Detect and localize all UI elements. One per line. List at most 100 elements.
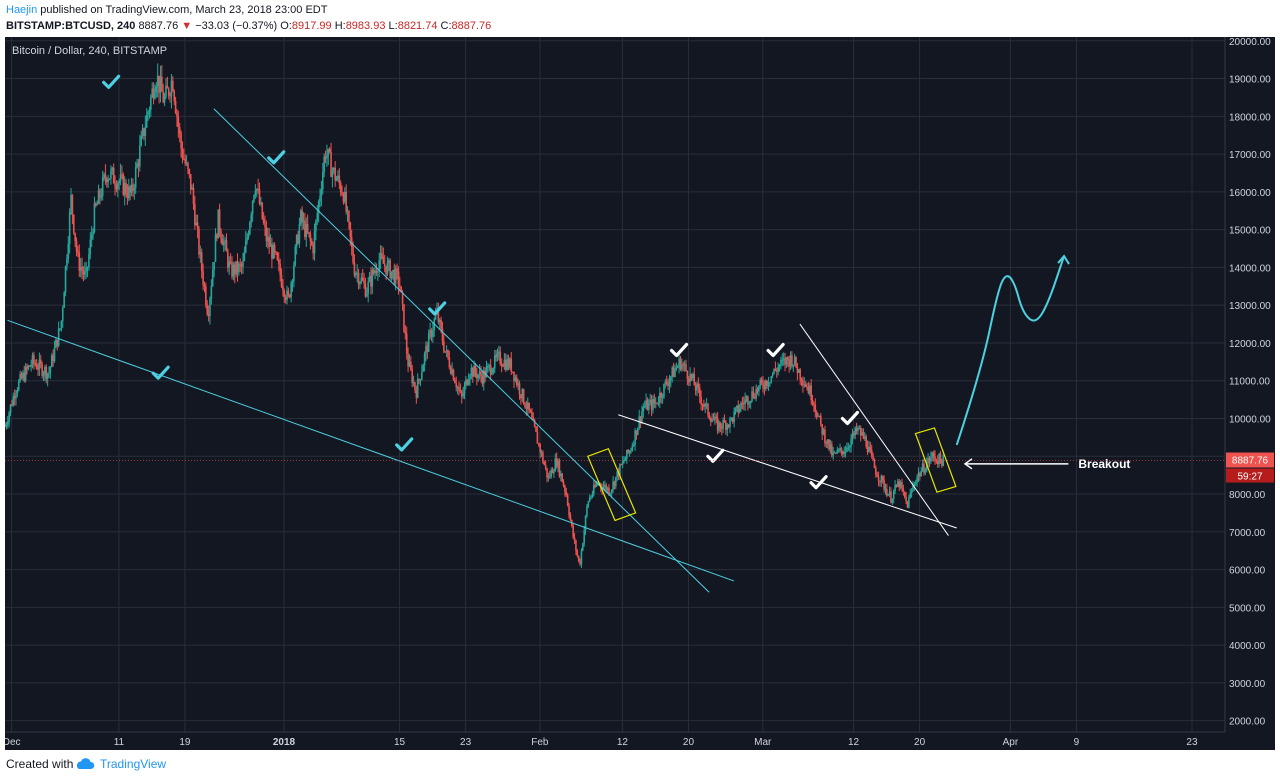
candle-body <box>85 267 87 271</box>
candle-body <box>692 374 694 379</box>
candle-body <box>800 379 803 382</box>
candle-body <box>361 277 364 281</box>
candle-body <box>558 460 561 477</box>
candle-body <box>752 391 755 398</box>
candle-body <box>687 378 690 382</box>
candle-body <box>70 194 72 212</box>
candle-body <box>663 383 665 397</box>
candle-body <box>689 373 691 382</box>
candle-body <box>795 356 797 367</box>
candle-body <box>345 191 347 212</box>
candle-body <box>159 76 162 93</box>
candle-body <box>883 479 885 490</box>
candle-body <box>174 100 177 113</box>
low-label: L: <box>388 20 398 32</box>
candle-body <box>639 416 642 422</box>
price-chart[interactable]: Breakout 2000.00 3000.00 4000.00 5000.00 600… <box>3 37 1275 750</box>
candle-body <box>650 399 653 410</box>
candle-body <box>809 385 811 394</box>
candle-body <box>923 463 925 473</box>
publish-line: Haejin published on TradingView.com, Mar… <box>6 2 1276 18</box>
candle-body <box>833 452 836 454</box>
candle-body <box>293 265 295 281</box>
candle-body <box>38 359 41 370</box>
price-tick-label: 13000.00 <box>1229 301 1271 312</box>
candle-body <box>631 445 634 451</box>
candle-body <box>206 304 209 315</box>
candle-body <box>480 371 482 377</box>
candle-body <box>214 234 217 262</box>
candle-body <box>824 429 826 443</box>
candle-body <box>423 353 426 366</box>
candle-body <box>96 203 98 206</box>
candle-body <box>634 430 636 445</box>
candle-body <box>290 282 292 297</box>
candle-body <box>928 458 931 462</box>
chart-area[interactable]: Breakout 2000.00 3000.00 4000.00 5000.00 600… <box>3 37 1275 750</box>
candle-body <box>565 491 568 495</box>
candle-body <box>88 254 90 268</box>
candle-body <box>566 494 569 506</box>
candle-body <box>48 372 50 374</box>
candle-body <box>246 237 248 241</box>
tradingview-link[interactable]: TradingView <box>100 757 167 771</box>
price-tick-label: 17000.00 <box>1229 150 1271 161</box>
candle-body <box>301 210 303 223</box>
candle-body <box>20 374 23 379</box>
candle-body <box>82 270 85 275</box>
candle-body <box>865 436 868 447</box>
drawings-layer: Breakout <box>7 74 1130 593</box>
candle-body <box>348 211 350 223</box>
candle-body <box>799 369 801 380</box>
candle-body <box>626 449 628 459</box>
candle-body <box>935 460 938 462</box>
candle-body <box>703 404 705 407</box>
candle-body <box>788 359 790 367</box>
candle-body <box>730 417 733 419</box>
candle-body <box>444 351 447 353</box>
candle-body <box>381 253 383 257</box>
price-tick-label: 10000.00 <box>1229 414 1271 425</box>
candle-body <box>599 483 602 487</box>
candle-body <box>654 402 657 404</box>
candle-body <box>271 243 273 259</box>
candle-body <box>333 167 335 171</box>
candle-body <box>496 352 499 358</box>
candle-body <box>39 359 42 364</box>
author-link[interactable]: Haejin <box>6 4 38 16</box>
candle-body <box>89 239 92 255</box>
candle-body <box>744 399 746 404</box>
candle-body <box>194 204 196 226</box>
candle-body <box>99 190 101 198</box>
candle-body <box>251 201 254 215</box>
candle-body <box>903 491 906 498</box>
candle-body <box>456 387 459 389</box>
candle-body <box>416 379 419 398</box>
candle-body <box>559 473 562 477</box>
candle-body <box>104 174 107 179</box>
candle-body <box>321 172 324 190</box>
candle-body <box>183 158 185 160</box>
candle-body <box>587 501 590 507</box>
candle-body <box>876 474 879 477</box>
candle-body <box>227 251 229 268</box>
candle-body <box>178 127 181 134</box>
candle-body <box>445 349 448 352</box>
high-label: H: <box>334 20 346 32</box>
candle-body <box>26 366 28 369</box>
candle-body <box>22 372 24 379</box>
candle-body <box>350 236 353 247</box>
candle-body <box>924 470 927 473</box>
candle-body <box>683 364 686 366</box>
candle-body <box>239 263 242 265</box>
candle-body <box>510 358 513 372</box>
price-axis[interactable] <box>1225 37 1275 750</box>
time-axis[interactable] <box>5 732 1225 750</box>
candle-body <box>66 258 68 267</box>
candle-body <box>64 266 67 293</box>
candle-body <box>449 367 452 374</box>
candle-body <box>495 355 497 358</box>
candle-body <box>180 133 182 149</box>
candle-body <box>199 252 202 255</box>
time-tick-label: 23 <box>460 737 472 748</box>
